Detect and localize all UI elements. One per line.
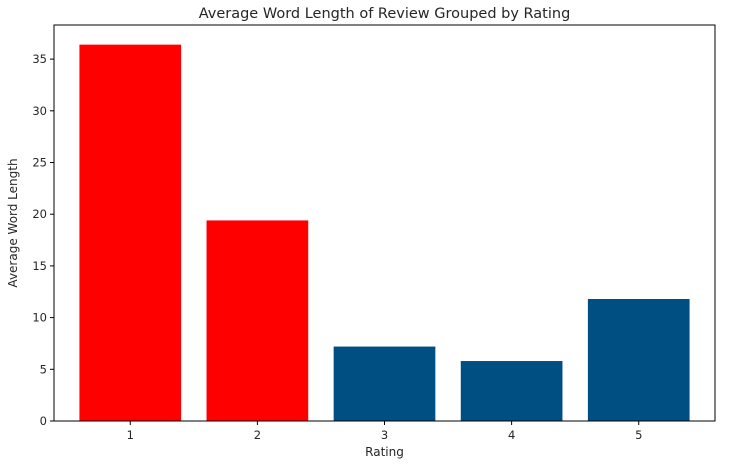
bar-rating-4 xyxy=(460,361,563,421)
chart-title: Average Word Length of Review Grouped by… xyxy=(199,6,571,22)
y-tick-label: 20 xyxy=(32,207,47,221)
y-tick-label: 30 xyxy=(32,104,47,118)
bar-rating-1 xyxy=(79,44,182,421)
y-tick-label: 5 xyxy=(40,362,47,376)
x-axis-ticks: 1 2 3 4 5 xyxy=(127,421,642,442)
y-tick-label: 25 xyxy=(32,156,47,170)
y-tick-label: 15 xyxy=(32,259,47,273)
bar-rating-3 xyxy=(333,346,436,421)
y-tick-label: 10 xyxy=(32,311,47,325)
x-tick-label: 1 xyxy=(127,428,134,442)
x-tick-label: 2 xyxy=(254,428,261,442)
y-axis-ticks: 0 5 10 15 20 25 30 35 xyxy=(32,52,54,428)
x-tick-label: 4 xyxy=(508,428,515,442)
x-tick-label: 3 xyxy=(381,428,388,442)
x-tick-label: 5 xyxy=(635,428,642,442)
bars-layer xyxy=(79,44,690,421)
y-axis-label: Average Word Length xyxy=(6,158,20,287)
bar-rating-5 xyxy=(587,298,690,421)
x-axis-label: Rating xyxy=(365,445,404,459)
plot-frame xyxy=(53,24,716,422)
bar-rating-2 xyxy=(206,220,309,421)
y-tick-label: 0 xyxy=(40,414,47,428)
y-tick-label: 35 xyxy=(32,52,47,66)
